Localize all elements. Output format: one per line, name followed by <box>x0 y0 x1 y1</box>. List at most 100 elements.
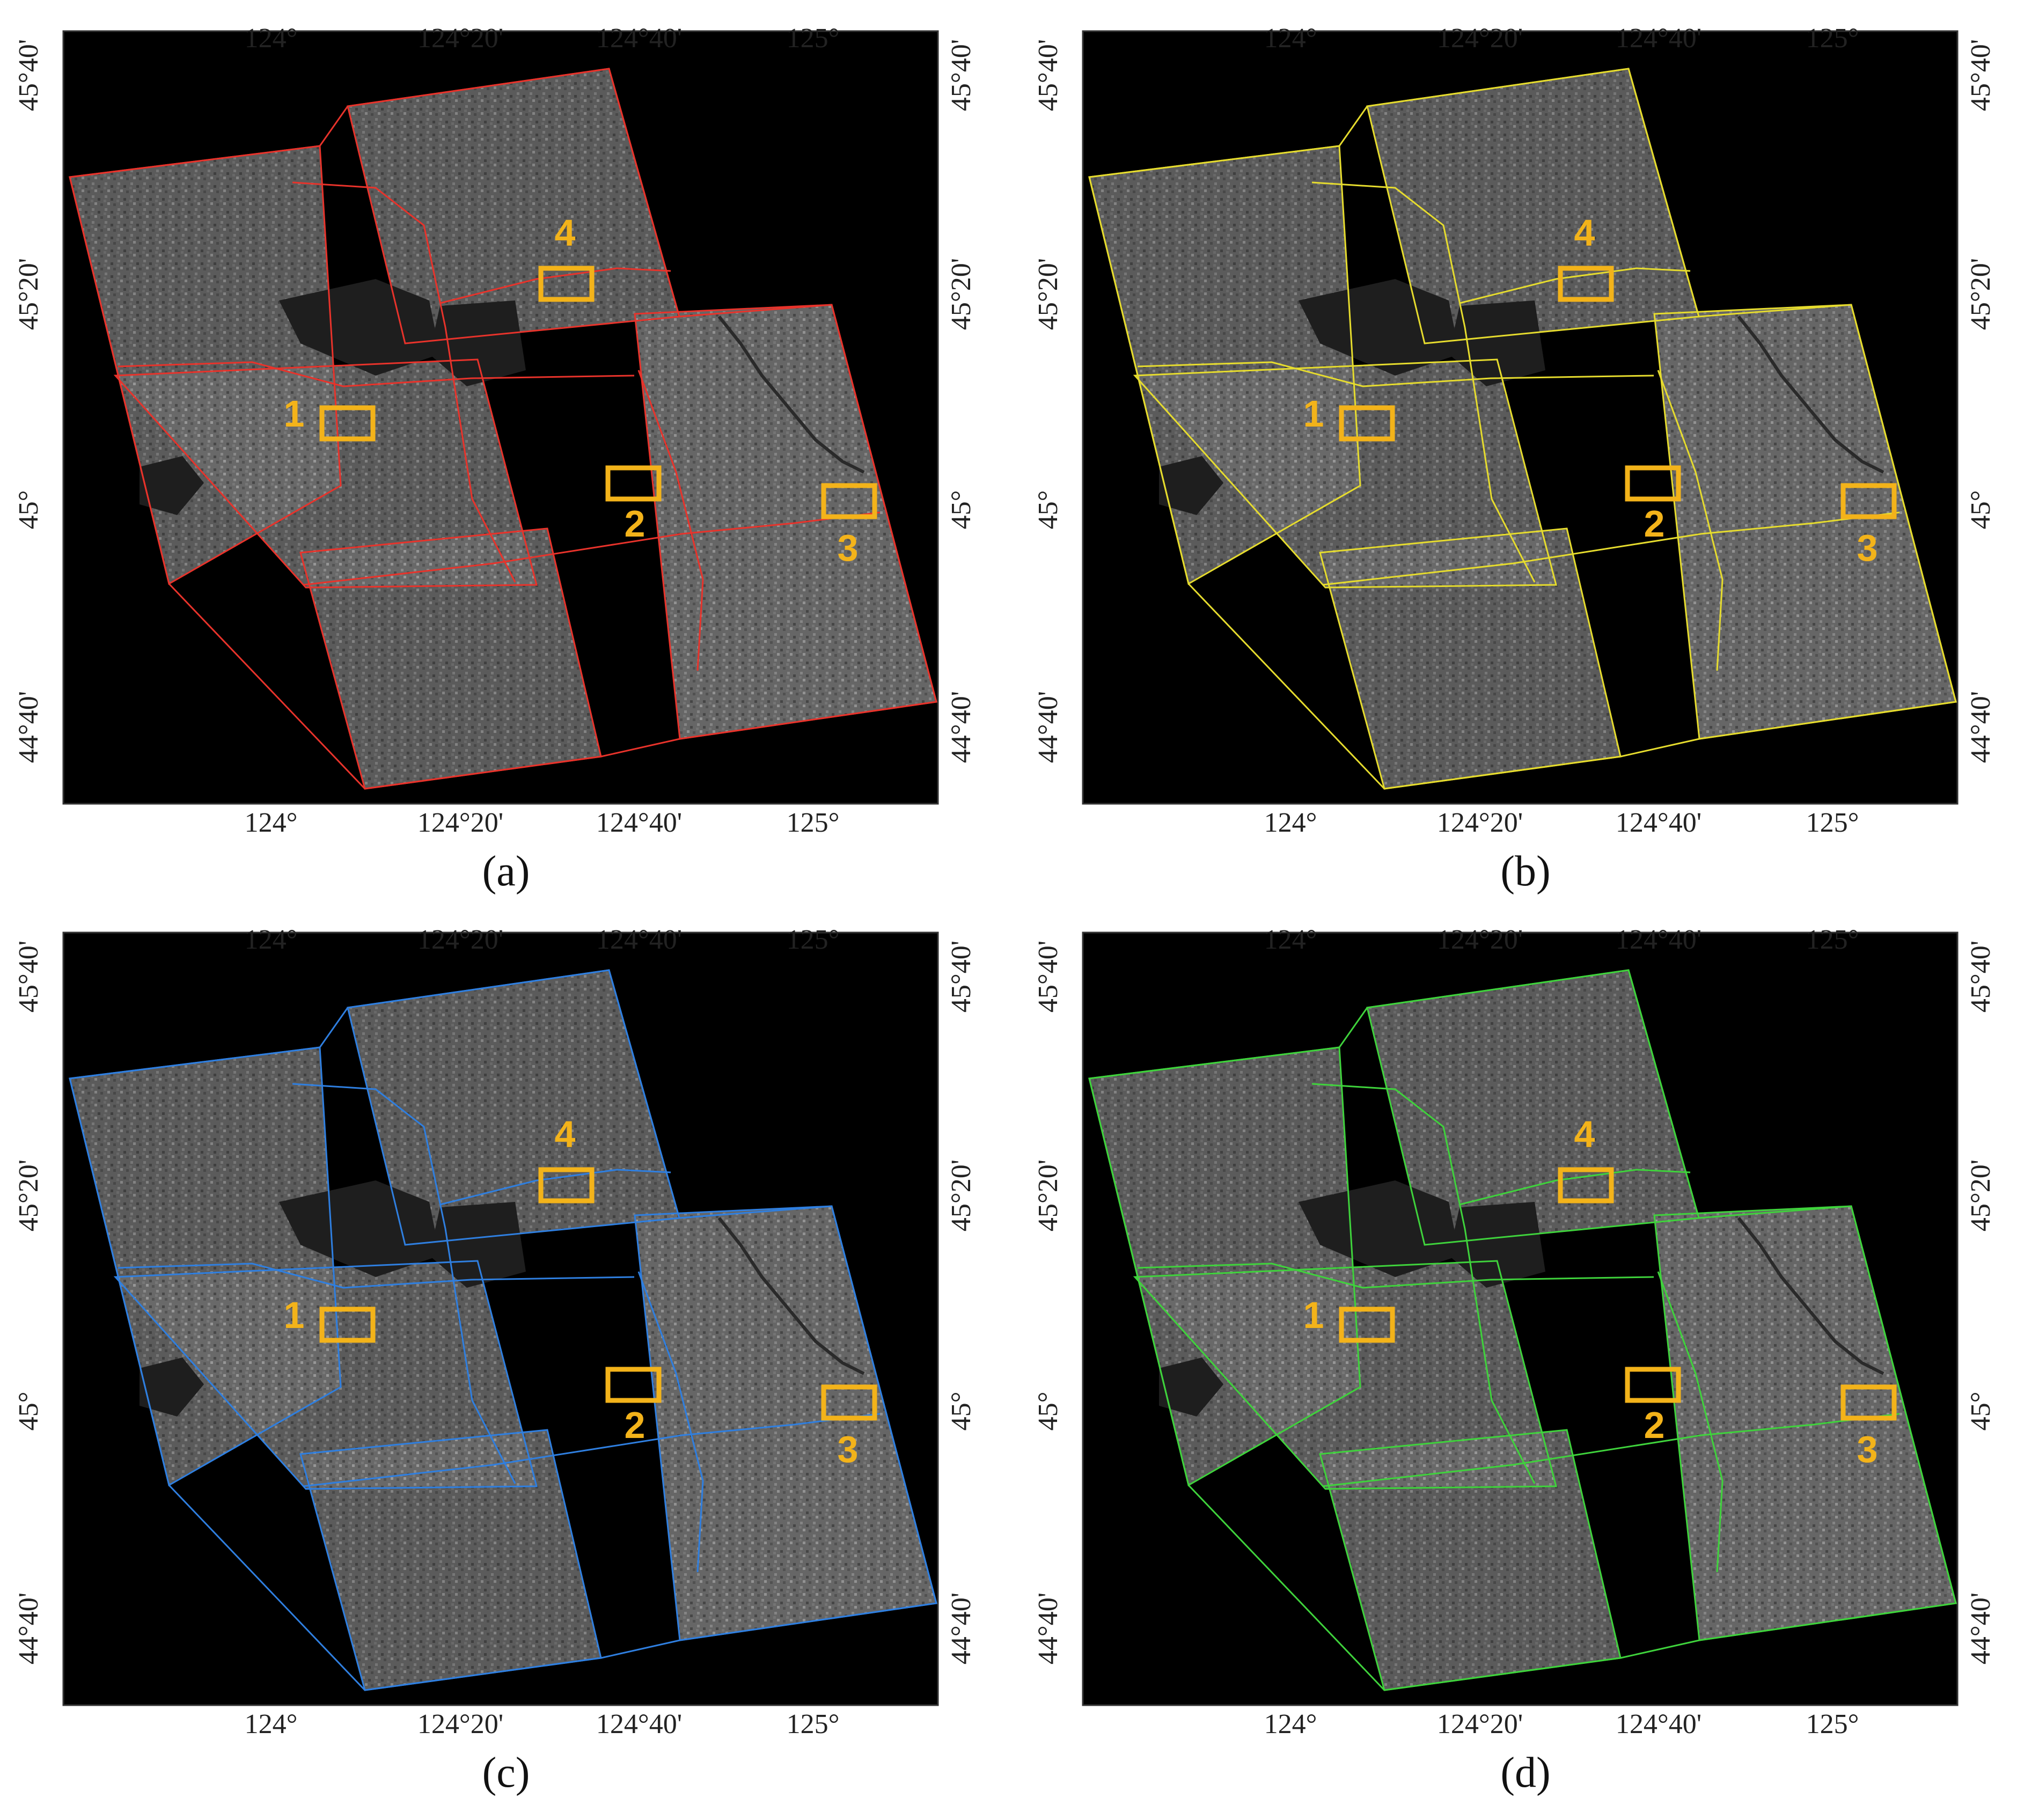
latitude-label-left: 44°40' <box>13 1592 44 1664</box>
seamline <box>1137 1263 1654 1289</box>
latitude-label-left: 45°20' <box>1033 1159 1064 1231</box>
sar-image-tile <box>1367 970 1699 1245</box>
sar-image-tile <box>1320 529 1620 789</box>
latitude-label-left: 45° <box>13 490 44 530</box>
seamline <box>1137 361 1654 387</box>
river <box>717 315 865 474</box>
sar-image-tile <box>348 970 679 1245</box>
longitude-label-top: 124° <box>245 924 298 955</box>
latitude-label-left: 45°40' <box>1033 39 1064 111</box>
tile-boundary <box>1319 527 1622 790</box>
latitude-label-right: 44°40' <box>1966 1592 1996 1664</box>
tile-boundary <box>1653 1205 1957 1641</box>
longitude-label-bottom: 124°40' <box>596 1709 682 1740</box>
latitude-label-right: 45°20' <box>1966 1159 1996 1231</box>
panel-caption: (c) <box>482 1749 530 1796</box>
latitude-label-left: 45°40' <box>13 39 44 111</box>
water-body <box>1159 1357 1223 1417</box>
tile-boundary <box>1133 358 1557 589</box>
latitude-label-left: 44°40' <box>13 691 44 763</box>
seamline <box>1657 370 1724 671</box>
seamline <box>1459 1169 1691 1206</box>
inset-box-label: 2 <box>1644 1404 1665 1446</box>
longitude-label-bottom: 124°20' <box>417 1709 503 1740</box>
seamline <box>439 1169 671 1206</box>
river <box>717 1217 865 1375</box>
latitude-label-right: 45° <box>1966 1392 1996 1431</box>
longitude-label-bottom: 124°40' <box>1616 808 1702 838</box>
seamline <box>439 267 671 304</box>
tile-boundary <box>634 304 937 740</box>
inset-box-1 <box>319 1307 376 1343</box>
latitude-label-right: 44°40' <box>946 1592 977 1664</box>
latitude-label-right: 45°40' <box>946 941 977 1012</box>
longitude-label-top: 124° <box>245 23 298 54</box>
map-canvas: 1 2 3 4 124° 124° 124°20' 124°20' 124°40' 124°40'… <box>1033 924 1996 1796</box>
inset-box-2 <box>605 1367 662 1403</box>
inset-box-label: 1 <box>284 1294 305 1336</box>
longitude-label-top: 124°40' <box>1616 23 1702 54</box>
longitude-label-bottom: 124°40' <box>1616 1709 1702 1740</box>
longitude-label-bottom: 125° <box>787 808 840 838</box>
tile-boundary <box>299 1429 602 1691</box>
seamline <box>303 511 881 586</box>
water-body <box>1449 1202 1545 1288</box>
water-body <box>1159 456 1223 515</box>
longitude-label-bottom: 124°20' <box>1437 1709 1523 1740</box>
inset-box-label: 1 <box>1303 393 1324 435</box>
seamline <box>1322 511 1900 586</box>
latitude-label-left: 45°20' <box>13 1159 44 1231</box>
seamline <box>1322 1413 1900 1487</box>
map-canvas: 1 2 3 4 124° 124° 124°20' 124°20' 124°40' 124°40'… <box>13 924 977 1796</box>
inset-box-4 <box>1558 1167 1614 1203</box>
latitude-label-left: 45°20' <box>1033 258 1064 330</box>
sar-image-tile <box>635 305 936 739</box>
longitude-label-top: 124°20' <box>1437 23 1523 54</box>
longitude-label-top: 125° <box>787 23 840 54</box>
tile-boundary <box>634 1205 937 1641</box>
map-canvas: 1 2 3 4 124° 124° 124°20' 124°20' 124°40' 124°40'… <box>1033 23 1996 895</box>
inset-box-label: 2 <box>625 1404 646 1446</box>
tile-boundary <box>1133 1260 1557 1490</box>
sar-image-tile <box>300 1430 601 1690</box>
inset-box-3 <box>821 1384 877 1421</box>
latitude-label-left: 45° <box>1033 490 1064 530</box>
longitude-label-bottom: 125° <box>787 1709 840 1740</box>
inset-box-label: 4 <box>1574 212 1595 254</box>
inset-box-3 <box>1840 1384 1897 1421</box>
tile-boundary <box>1088 1046 1361 1487</box>
inset-box-4 <box>1558 266 1614 302</box>
water-body <box>279 1180 440 1277</box>
inset-box-2 <box>605 465 662 502</box>
tile-boundary <box>69 1046 342 1487</box>
seamline <box>118 361 635 387</box>
panel-b: 1 2 3 4 124° 124° 124°20' 124°20' 124°40' 124°40'… <box>1020 0 2024 910</box>
inset-box-label: 3 <box>1857 527 1878 569</box>
seamline <box>303 1413 881 1487</box>
latitude-label-left: 45° <box>13 1392 44 1431</box>
inset-box-label: 4 <box>555 212 576 254</box>
longitude-label-top: 125° <box>1806 924 1859 955</box>
river <box>1737 315 1884 474</box>
water-body <box>1299 279 1460 376</box>
tile-boundary <box>1319 1429 1622 1691</box>
inset-box-3 <box>821 483 877 519</box>
latitude-label-right: 45°20' <box>946 258 977 330</box>
longitude-label-top: 124° <box>1264 23 1317 54</box>
latitude-label-left: 45°40' <box>1033 941 1064 1012</box>
panel-d: 1 2 3 4 124° 124° 124°20' 124°20' 124°40' 124°40'… <box>1020 901 2024 1811</box>
sar-image-tile <box>1654 305 1956 739</box>
latitude-label-right: 45°40' <box>1966 39 1996 111</box>
tile-boundary <box>1653 304 1957 740</box>
water-body <box>279 279 440 376</box>
longitude-label-top: 124°40' <box>596 23 682 54</box>
tile-boundary <box>113 358 538 589</box>
panel-caption: (a) <box>482 848 530 895</box>
water-body <box>429 1202 526 1288</box>
inset-box-label: 2 <box>625 503 646 545</box>
latitude-label-right: 45° <box>946 1392 977 1431</box>
longitude-label-bottom: 124° <box>245 1709 298 1740</box>
longitude-label-top: 124°20' <box>1437 924 1523 955</box>
seamline <box>1459 267 1691 304</box>
longitude-label-top: 124°20' <box>417 924 503 955</box>
